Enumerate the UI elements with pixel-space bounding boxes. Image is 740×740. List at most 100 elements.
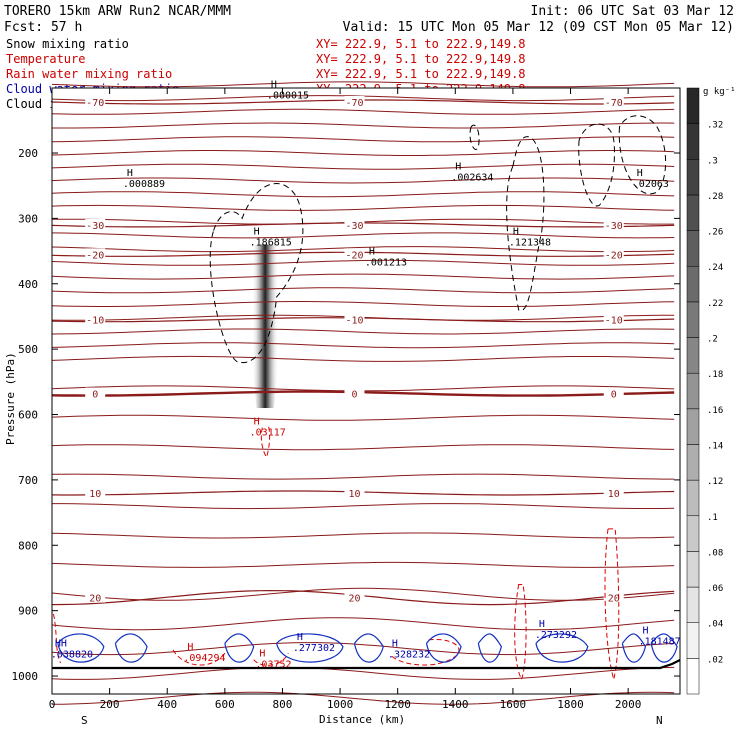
isotherm-label-bg xyxy=(85,96,106,108)
isotherm-label: 10 xyxy=(608,489,620,500)
max-marker: H xyxy=(297,632,303,643)
isotherm-line xyxy=(51,342,675,349)
isotherm-line xyxy=(51,617,675,631)
max-value: .002634 xyxy=(451,172,493,183)
isotherm-line xyxy=(51,473,675,480)
isotherm-line xyxy=(52,122,675,129)
x-tick-label: 600 xyxy=(215,698,235,711)
isotherm-label-bg xyxy=(603,96,624,108)
isotherm-line xyxy=(51,163,675,170)
y-tick-label: 500 xyxy=(18,343,38,356)
max-marker: H xyxy=(513,227,519,238)
max-marker: HH xyxy=(55,639,67,650)
colorbar-tick-label: .24 xyxy=(707,263,723,273)
cloud-water-contour xyxy=(477,633,503,663)
max-value: .000015 xyxy=(267,91,309,102)
max-marker: H xyxy=(392,639,398,650)
isotherm-label: -70 xyxy=(86,98,104,109)
isotherm-label: -20 xyxy=(345,250,363,261)
colorbar-swatch xyxy=(686,408,700,445)
y-tick-label: 300 xyxy=(18,212,38,225)
isotherm-line xyxy=(51,108,675,115)
isotherm-label-bg xyxy=(85,591,106,603)
rain-water-contour xyxy=(604,528,620,682)
isotherm-label: 0 xyxy=(611,390,617,401)
colorbar-tick-label: .04 xyxy=(707,620,723,630)
colorbar-tick-label: .28 xyxy=(707,192,723,202)
rain-water-contour xyxy=(52,613,62,664)
cloud-ice-contours xyxy=(209,115,666,364)
cloud-water-contour xyxy=(224,633,255,663)
x-axis: 0 200 400 600 800 1000 1200 1400 1600 1800 2000 xyxy=(49,88,641,711)
header-valid: Valid: 15 UTC Mon 05 Mar 12 (09 CST Mon … xyxy=(343,20,734,35)
x-tick-label: 1400 xyxy=(442,698,469,711)
max-value: .03752 xyxy=(255,659,291,670)
max-value: .181487 xyxy=(639,637,681,648)
colorbar-swatch xyxy=(686,586,700,623)
isotherm-line xyxy=(51,691,675,705)
cloud-water-contour xyxy=(114,633,148,663)
isotherm-line xyxy=(51,355,675,362)
colorbar-tick-label: .16 xyxy=(707,406,723,416)
colorbar: .02 .04 .06 .08 .1 .12 .14 .16 .18 .2 .22 .24 .26 .28… xyxy=(686,87,723,695)
x-tick-label: 0 xyxy=(49,698,56,711)
colorbar-tick-label: .22 xyxy=(707,299,723,309)
isotherm-label-bg xyxy=(85,313,106,325)
x-tick-label: 200 xyxy=(100,698,120,711)
isotherm-line xyxy=(51,259,675,266)
max-value: .186815 xyxy=(250,238,292,249)
x-tick-label: 1200 xyxy=(384,698,411,711)
y-tick-label: 400 xyxy=(18,278,38,291)
y-tick-label: 800 xyxy=(18,539,38,552)
isotherm-line xyxy=(51,177,675,184)
legend-xy: XY= 222.9, 5.1 to 222.9,149.8 xyxy=(316,37,526,51)
colorbar-tick-label: .3 xyxy=(707,156,718,166)
isotherm-label-bg xyxy=(603,591,624,603)
isotherm-label: -70 xyxy=(605,98,623,109)
isotherm-label-bg xyxy=(85,486,106,498)
legend-xy: XY= 222.9, 5.1 to 222.9,149.8 xyxy=(316,52,526,66)
legend-xy: XY= 222.9, 5.1 to 222.9,149.8 xyxy=(316,67,526,81)
isotherm-line xyxy=(51,561,675,568)
colorbar-swatch xyxy=(686,301,700,338)
terrain-line xyxy=(52,659,681,670)
isotherm-line xyxy=(51,532,675,539)
header-left-line2: Fcst: 57 h xyxy=(4,20,82,35)
isotherm-label: 0 xyxy=(351,390,357,401)
isotherm-label: 20 xyxy=(608,594,620,605)
cloud-water-contours xyxy=(57,633,678,663)
x-tick-label: 1800 xyxy=(557,698,584,711)
colorbar-swatch xyxy=(686,87,700,124)
isotherm-label-bg xyxy=(344,313,365,325)
max-value: .02063 xyxy=(633,179,669,190)
isotherm-line xyxy=(51,246,675,253)
max-marker: H xyxy=(637,168,643,179)
colorbar-tick-label: .06 xyxy=(707,584,723,594)
x-tick-label: 1600 xyxy=(500,698,527,711)
isotherm-line xyxy=(51,642,675,656)
rain-water-contour xyxy=(260,424,271,459)
isotherm-label-bg xyxy=(344,248,365,260)
x-tick-label: 800 xyxy=(273,698,293,711)
max-marker: H xyxy=(369,246,375,257)
isotherm-label-bg xyxy=(603,486,624,498)
isotherm-label-bg xyxy=(603,248,624,260)
colorbar-tick-label: .2 xyxy=(707,335,718,345)
isotherm-label: -20 xyxy=(605,250,623,261)
colorbar-swatch xyxy=(686,372,700,410)
isotherm-line xyxy=(51,204,675,211)
y-tick-label: 600 xyxy=(18,409,38,422)
colorbar-tick-label: .18 xyxy=(707,370,723,380)
isotherm-label: 20 xyxy=(348,594,360,605)
plot-frame xyxy=(51,87,681,695)
rain-water-contour xyxy=(514,584,527,681)
isotherm-line xyxy=(51,414,675,421)
colorbar-swatch xyxy=(686,123,700,160)
colorbar-unit: g kg⁻¹ xyxy=(703,87,736,97)
cloud-water-contour xyxy=(276,633,344,663)
max-marker: H xyxy=(455,161,461,172)
max-value: .121348 xyxy=(509,238,551,249)
max-annotations: H.000015H.000889H.186815H.001213H.002634… xyxy=(51,80,681,671)
